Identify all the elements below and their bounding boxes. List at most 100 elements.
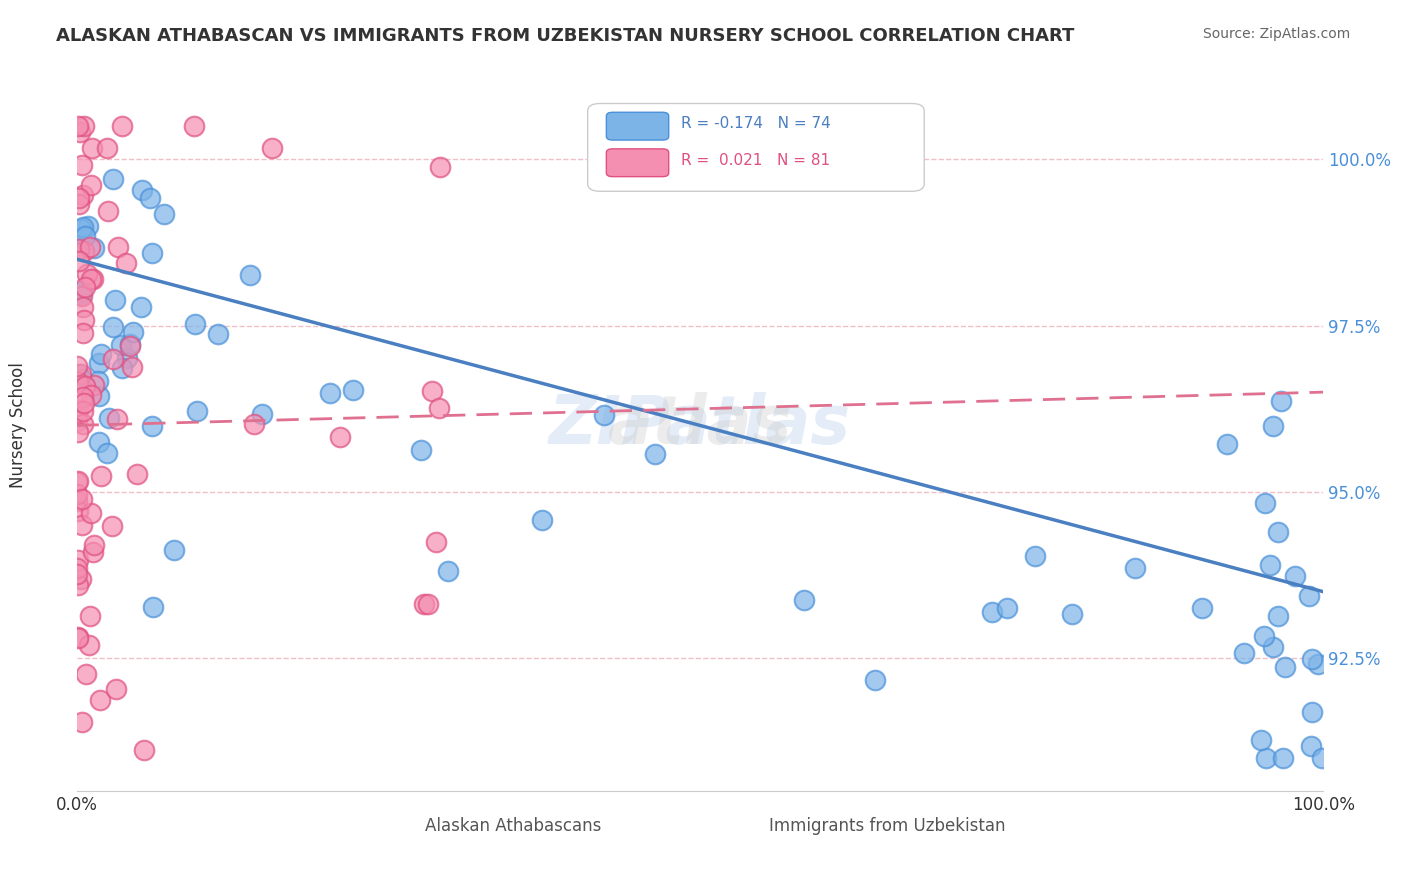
Alaskan Athabascans <box>87 375 110 389</box>
Alaskan Athabascans <box>980 605 1002 619</box>
Alaskan Athabascans <box>72 372 94 386</box>
Alaskan Athabascans <box>101 319 124 334</box>
Alaskan Athabascans <box>110 337 132 351</box>
Alaskan Athabascans <box>142 600 165 615</box>
Alaskan Athabascans <box>66 237 89 252</box>
Alaskan Athabascans <box>72 220 94 235</box>
Alaskan Athabascans <box>141 419 163 434</box>
Immigrants from Uzbekistan <box>73 119 96 133</box>
Immigrants from Uzbekistan <box>79 240 101 254</box>
Alaskan Athabascans <box>96 446 118 460</box>
Alaskan Athabascans <box>1298 589 1320 603</box>
Alaskan Athabascans <box>1258 558 1281 572</box>
Alaskan Athabascans <box>186 403 208 417</box>
Immigrants from Uzbekistan <box>73 379 96 393</box>
Immigrants from Uzbekistan <box>70 572 93 586</box>
Alaskan Athabascans <box>1250 733 1272 747</box>
Immigrants from Uzbekistan <box>67 630 90 644</box>
Alaskan Athabascans <box>111 360 134 375</box>
Alaskan Athabascans <box>1267 609 1289 624</box>
Immigrants from Uzbekistan <box>77 638 100 652</box>
Immigrants from Uzbekistan <box>72 404 94 418</box>
Text: R = -0.174   N = 74: R = -0.174 N = 74 <box>681 117 831 131</box>
Immigrants from Uzbekistan <box>79 608 101 623</box>
Alaskan Athabascans <box>141 245 163 260</box>
Immigrants from Uzbekistan <box>429 160 451 174</box>
Immigrants from Uzbekistan <box>101 519 124 533</box>
Immigrants from Uzbekistan <box>72 187 94 202</box>
Alaskan Athabascans <box>1301 705 1323 719</box>
Alaskan Athabascans <box>69 286 91 301</box>
Immigrants from Uzbekistan <box>70 288 93 302</box>
Immigrants from Uzbekistan <box>121 359 143 374</box>
Alaskan Athabascans <box>1310 751 1333 765</box>
Alaskan Athabascans <box>129 300 152 314</box>
Immigrants from Uzbekistan <box>72 300 94 314</box>
Alaskan Athabascans <box>863 673 886 687</box>
Alaskan Athabascans <box>101 172 124 186</box>
Text: R =  0.021   N = 81: R = 0.021 N = 81 <box>681 153 831 168</box>
Immigrants from Uzbekistan <box>67 197 90 211</box>
Alaskan Athabascans <box>120 336 142 351</box>
Y-axis label: Nursery School: Nursery School <box>8 362 27 488</box>
Text: ZIPatlas: ZIPatlas <box>548 392 851 458</box>
Alaskan Athabascans <box>1284 568 1306 582</box>
Immigrants from Uzbekistan <box>118 339 141 353</box>
Alaskan Athabascans <box>409 443 432 458</box>
Immigrants from Uzbekistan <box>90 468 112 483</box>
Alaskan Athabascans <box>1233 646 1256 660</box>
Alaskan Athabascans <box>1123 560 1146 574</box>
Alaskan Athabascans <box>1301 652 1323 666</box>
Immigrants from Uzbekistan <box>73 396 96 410</box>
Alaskan Athabascans <box>89 355 111 369</box>
Immigrants from Uzbekistan <box>82 545 104 559</box>
Alaskan Athabascans <box>163 543 186 558</box>
Alaskan Athabascans <box>1263 419 1285 434</box>
Immigrants from Uzbekistan <box>104 682 127 697</box>
Alaskan Athabascans <box>1254 496 1277 510</box>
Alaskan Athabascans <box>70 284 93 298</box>
Alaskan Athabascans <box>342 383 364 397</box>
Immigrants from Uzbekistan <box>132 743 155 757</box>
Alaskan Athabascans <box>995 601 1018 615</box>
Immigrants from Uzbekistan <box>67 242 90 256</box>
Alaskan Athabascans <box>67 367 90 381</box>
Immigrants from Uzbekistan <box>96 140 118 154</box>
Immigrants from Uzbekistan <box>89 693 111 707</box>
Alaskan Athabascans <box>69 222 91 236</box>
Immigrants from Uzbekistan <box>70 158 93 172</box>
Alaskan Athabascans <box>239 268 262 283</box>
Alaskan Athabascans <box>90 347 112 361</box>
Immigrants from Uzbekistan <box>72 244 94 258</box>
Immigrants from Uzbekistan <box>67 376 90 390</box>
Alaskan Athabascans <box>115 351 138 365</box>
Alaskan Athabascans <box>89 389 111 403</box>
Immigrants from Uzbekistan <box>66 359 89 373</box>
Alaskan Athabascans <box>98 411 121 425</box>
Immigrants from Uzbekistan <box>80 272 103 286</box>
Alaskan Athabascans <box>131 183 153 197</box>
FancyBboxPatch shape <box>606 149 669 177</box>
Immigrants from Uzbekistan <box>70 368 93 382</box>
Immigrants from Uzbekistan <box>418 597 440 611</box>
Immigrants from Uzbekistan <box>262 141 284 155</box>
Alaskan Athabascans <box>153 206 176 220</box>
Immigrants from Uzbekistan <box>72 390 94 404</box>
Alaskan Athabascans <box>1024 549 1046 563</box>
Immigrants from Uzbekistan <box>107 240 129 254</box>
Alaskan Athabascans <box>593 408 616 422</box>
Alaskan Athabascans <box>77 219 100 233</box>
Immigrants from Uzbekistan <box>67 503 90 517</box>
Alaskan Athabascans <box>1253 629 1275 643</box>
Circle shape <box>747 818 778 835</box>
Alaskan Athabascans <box>793 592 815 607</box>
Alaskan Athabascans <box>103 293 125 307</box>
Alaskan Athabascans <box>1216 437 1239 451</box>
Immigrants from Uzbekistan <box>72 715 94 730</box>
Immigrants from Uzbekistan <box>110 119 132 133</box>
Immigrants from Uzbekistan <box>243 417 266 431</box>
Text: atlas: atlas <box>607 392 792 458</box>
Immigrants from Uzbekistan <box>66 553 89 567</box>
Alaskan Athabascans <box>207 326 229 341</box>
Immigrants from Uzbekistan <box>80 387 103 401</box>
